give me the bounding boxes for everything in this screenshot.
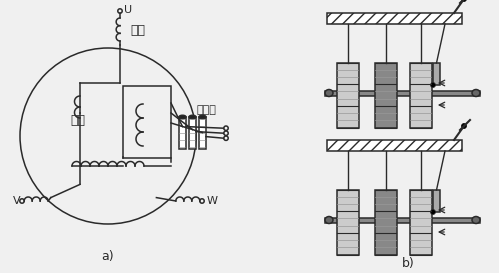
Text: 转子: 转子 [70,114,85,127]
Bar [325,218,480,222]
Bar [189,117,196,149]
Bar [325,91,480,96]
Text: V: V [13,196,20,206]
Text: 集电环: 集电环 [197,105,217,115]
Text: W: W [207,196,218,206]
Ellipse shape [325,90,333,96]
Bar [327,140,462,151]
Bar [375,63,397,127]
Ellipse shape [199,115,206,119]
Text: 定子: 定子 [130,23,145,37]
Bar [410,63,432,127]
Bar [123,86,171,158]
Bar [375,189,397,254]
Bar [199,117,206,149]
Ellipse shape [472,216,480,224]
Ellipse shape [179,115,186,119]
Bar [337,189,359,254]
Bar [179,117,186,149]
Bar [327,13,462,24]
Bar [433,63,440,85]
Circle shape [431,209,436,215]
Circle shape [431,82,436,88]
Bar [410,189,432,254]
Circle shape [462,123,467,129]
Bar [433,190,440,212]
Text: a): a) [102,250,114,263]
Ellipse shape [189,115,196,119]
Circle shape [462,0,467,1]
Bar [337,63,359,127]
Ellipse shape [472,90,480,96]
Text: b): b) [402,257,414,270]
Text: U: U [124,5,132,15]
Ellipse shape [325,216,333,224]
